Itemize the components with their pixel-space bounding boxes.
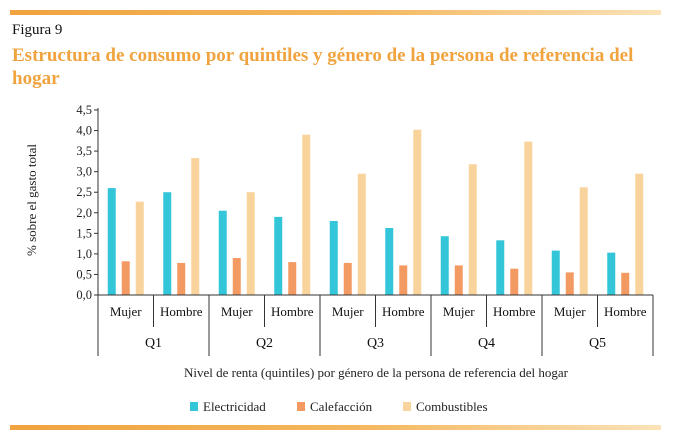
bar-combustibles-2 — [191, 158, 200, 295]
bar-combustibles-8 — [524, 141, 533, 295]
x-category-label: Mujer — [332, 304, 364, 319]
legend-label: Electricidad — [203, 399, 266, 414]
bar-electricidad-5 — [329, 221, 338, 295]
top-accent-rule — [10, 10, 661, 15]
bars — [107, 129, 644, 295]
bar-combustibles-6 — [413, 129, 422, 295]
bar-combustibles-9 — [579, 187, 588, 295]
x-group-label: Q4 — [478, 336, 495, 351]
x-group-label: Q5 — [589, 336, 606, 351]
bar-electricidad-4 — [274, 216, 283, 295]
y-axis: 0,0 0,5 1,0 1,5 2,0 2,5 3,0 3,5 4,0 4,5 — [76, 103, 99, 302]
y-tick-label: 4,5 — [76, 103, 92, 117]
x-group-label: Q3 — [367, 336, 384, 351]
x-category-label: Mujer — [221, 304, 253, 319]
x-category-label: Hombre — [160, 304, 203, 319]
bottom-accent-rule — [10, 425, 661, 430]
bar-calefacción-3 — [232, 258, 241, 295]
bar-combustibles-1 — [135, 201, 144, 295]
y-tick-label: 3,0 — [76, 165, 92, 179]
bar-calefacción-2 — [177, 262, 186, 295]
y-tick-label: 1,0 — [76, 247, 92, 261]
bar-electricidad-2 — [163, 192, 172, 295]
bar-electricidad-6 — [385, 227, 394, 295]
legend: Electricidad Calefacción Combustibles — [190, 399, 488, 414]
bar-combustibles-4 — [302, 134, 311, 295]
y-tick-label: 0,5 — [76, 267, 92, 281]
x-category-label: Hombre — [604, 304, 647, 319]
x-category-label: Hombre — [271, 304, 314, 319]
bar-calefacción-8 — [510, 268, 519, 295]
bar-calefacción-1 — [121, 261, 130, 295]
bar-electricidad-3 — [218, 210, 227, 295]
y-tick-label: 0,0 — [76, 288, 92, 302]
x-category-label: Mujer — [554, 304, 586, 319]
bar-electricidad-8 — [496, 240, 505, 295]
bar-combustibles-7 — [468, 164, 477, 295]
bar-calefacción-5 — [343, 262, 352, 295]
x-axis: Mujer Hombre Mujer Hombre Mujer Hombre Mujer Ho… — [97, 294, 654, 356]
bar-electricidad-9 — [551, 250, 560, 295]
legend-swatch-electricidad — [190, 402, 198, 411]
x-group-label: Q2 — [256, 336, 273, 351]
y-tick-label: 2,0 — [76, 206, 92, 220]
x-category-label: Hombre — [493, 304, 536, 319]
figure-title: Estructura de consumo por quintiles y gé… — [12, 45, 634, 89]
x-axis-label: Nivel de renta (quintiles) por género de… — [184, 365, 569, 380]
legend-label: Calefacción — [310, 399, 373, 414]
bar-combustibles-3 — [246, 192, 255, 295]
bar-electricidad-10 — [607, 252, 616, 295]
figure-label: Figura 9 — [12, 22, 63, 38]
y-axis-label: % sobre el gasto total — [24, 144, 39, 256]
bar-combustibles-5 — [357, 173, 366, 295]
bar-electricidad-7 — [440, 236, 449, 295]
y-tick-label: 1,5 — [76, 226, 92, 240]
x-category-label: Mujer — [110, 304, 142, 319]
bar-calefacción-9 — [565, 272, 574, 295]
y-tick-label: 4,0 — [76, 124, 92, 138]
bar-combustibles-10 — [635, 173, 644, 295]
x-group-label: Q1 — [145, 336, 162, 351]
x-category-label: Mujer — [443, 304, 475, 319]
legend-swatch-combustibles — [403, 402, 411, 411]
legend-label: Combustibles — [416, 399, 488, 414]
legend-swatch-calefacción — [297, 402, 305, 411]
bar-electricidad-1 — [107, 188, 116, 295]
bar-calefacción-7 — [454, 265, 463, 295]
bar-calefacción-4 — [288, 262, 297, 295]
bar-calefacción-6 — [399, 265, 408, 295]
y-tick-label: 3,5 — [76, 144, 92, 158]
y-tick-label: 2,5 — [76, 185, 92, 199]
x-category-label: Hombre — [382, 304, 425, 319]
bar-calefacción-10 — [621, 272, 630, 295]
